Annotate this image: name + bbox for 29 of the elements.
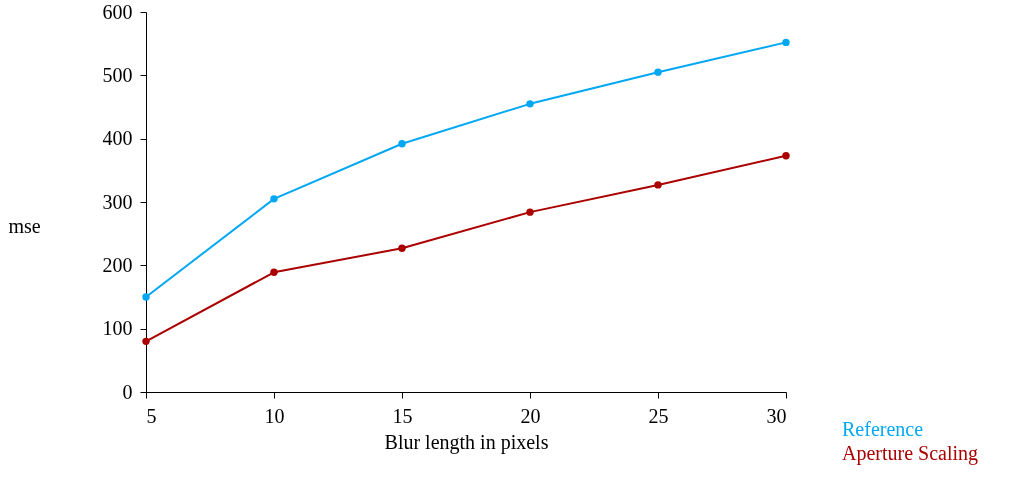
- x-tick-label: 25: [648, 404, 669, 427]
- point: [142, 293, 150, 301]
- y-tick-label: 600: [102, 0, 133, 23]
- x-tick-label: 20: [520, 404, 541, 427]
- y-tick-label: 300: [102, 190, 133, 213]
- point: [270, 195, 278, 203]
- y-tick-label: 200: [102, 253, 133, 276]
- point: [526, 100, 534, 108]
- point: [782, 152, 790, 160]
- y-tick-label: 400: [102, 127, 133, 150]
- point: [782, 38, 790, 47]
- text: Reference: [842, 418, 924, 440]
- x-tick-label: 10: [264, 404, 285, 427]
- point: [654, 68, 662, 76]
- x-tick-label: 5: [146, 404, 157, 427]
- y-tick-label: 500: [102, 63, 133, 86]
- point: [654, 181, 662, 189]
- y-tick-label: 0: [122, 380, 133, 403]
- point: [526, 208, 534, 216]
- x-tick-label: 15: [392, 404, 413, 427]
- point: [398, 140, 406, 148]
- y-tick-label: 100: [102, 317, 133, 340]
- text: Aperture Scaling: [842, 442, 979, 465]
- point: [270, 268, 278, 276]
- x-tick-label: 30: [766, 404, 787, 427]
- x-axis-title: Blur length in pixels: [384, 430, 549, 454]
- point: [142, 337, 150, 346]
- y-axis-title: mse: [8, 214, 41, 237]
- point: [398, 244, 406, 252]
